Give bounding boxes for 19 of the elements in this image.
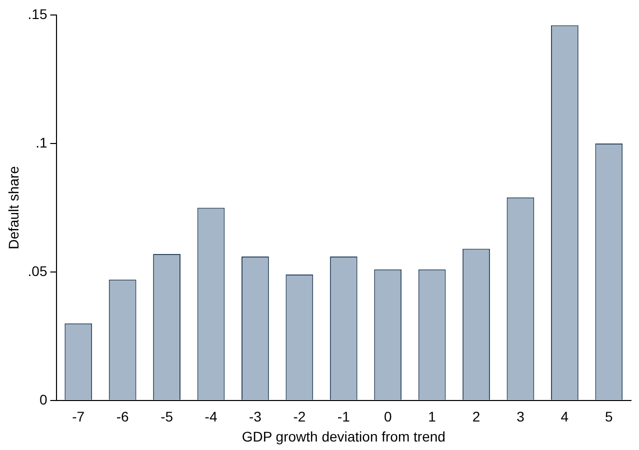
y-tick-label: .15 bbox=[28, 6, 48, 22]
x-tick-label: -2 bbox=[293, 408, 306, 425]
y-tick-label: 0 bbox=[39, 391, 48, 408]
x-tick-label: -7 bbox=[72, 408, 85, 425]
x-tick-label: -6 bbox=[116, 408, 130, 425]
x-tick-label: -3 bbox=[248, 408, 262, 425]
x-tick-label: -4 bbox=[204, 408, 218, 425]
x-tick-label: 5 bbox=[604, 408, 613, 425]
y-tick-label: .05 bbox=[28, 262, 48, 279]
x-tick-label: -5 bbox=[160, 408, 174, 425]
x-tick-label: 1 bbox=[428, 408, 436, 425]
x-tick-label: 2 bbox=[472, 408, 480, 425]
x-tick-label: 4 bbox=[560, 408, 569, 425]
y-axis-title: Default share bbox=[5, 166, 22, 250]
y-tick-label: .1 bbox=[36, 134, 48, 150]
x-axis-title: GDP growth deviation from trend bbox=[242, 428, 446, 444]
x-tick-label: -1 bbox=[337, 408, 350, 425]
x-tick-label: 0 bbox=[384, 408, 392, 425]
x-tick-label: 3 bbox=[516, 408, 525, 425]
